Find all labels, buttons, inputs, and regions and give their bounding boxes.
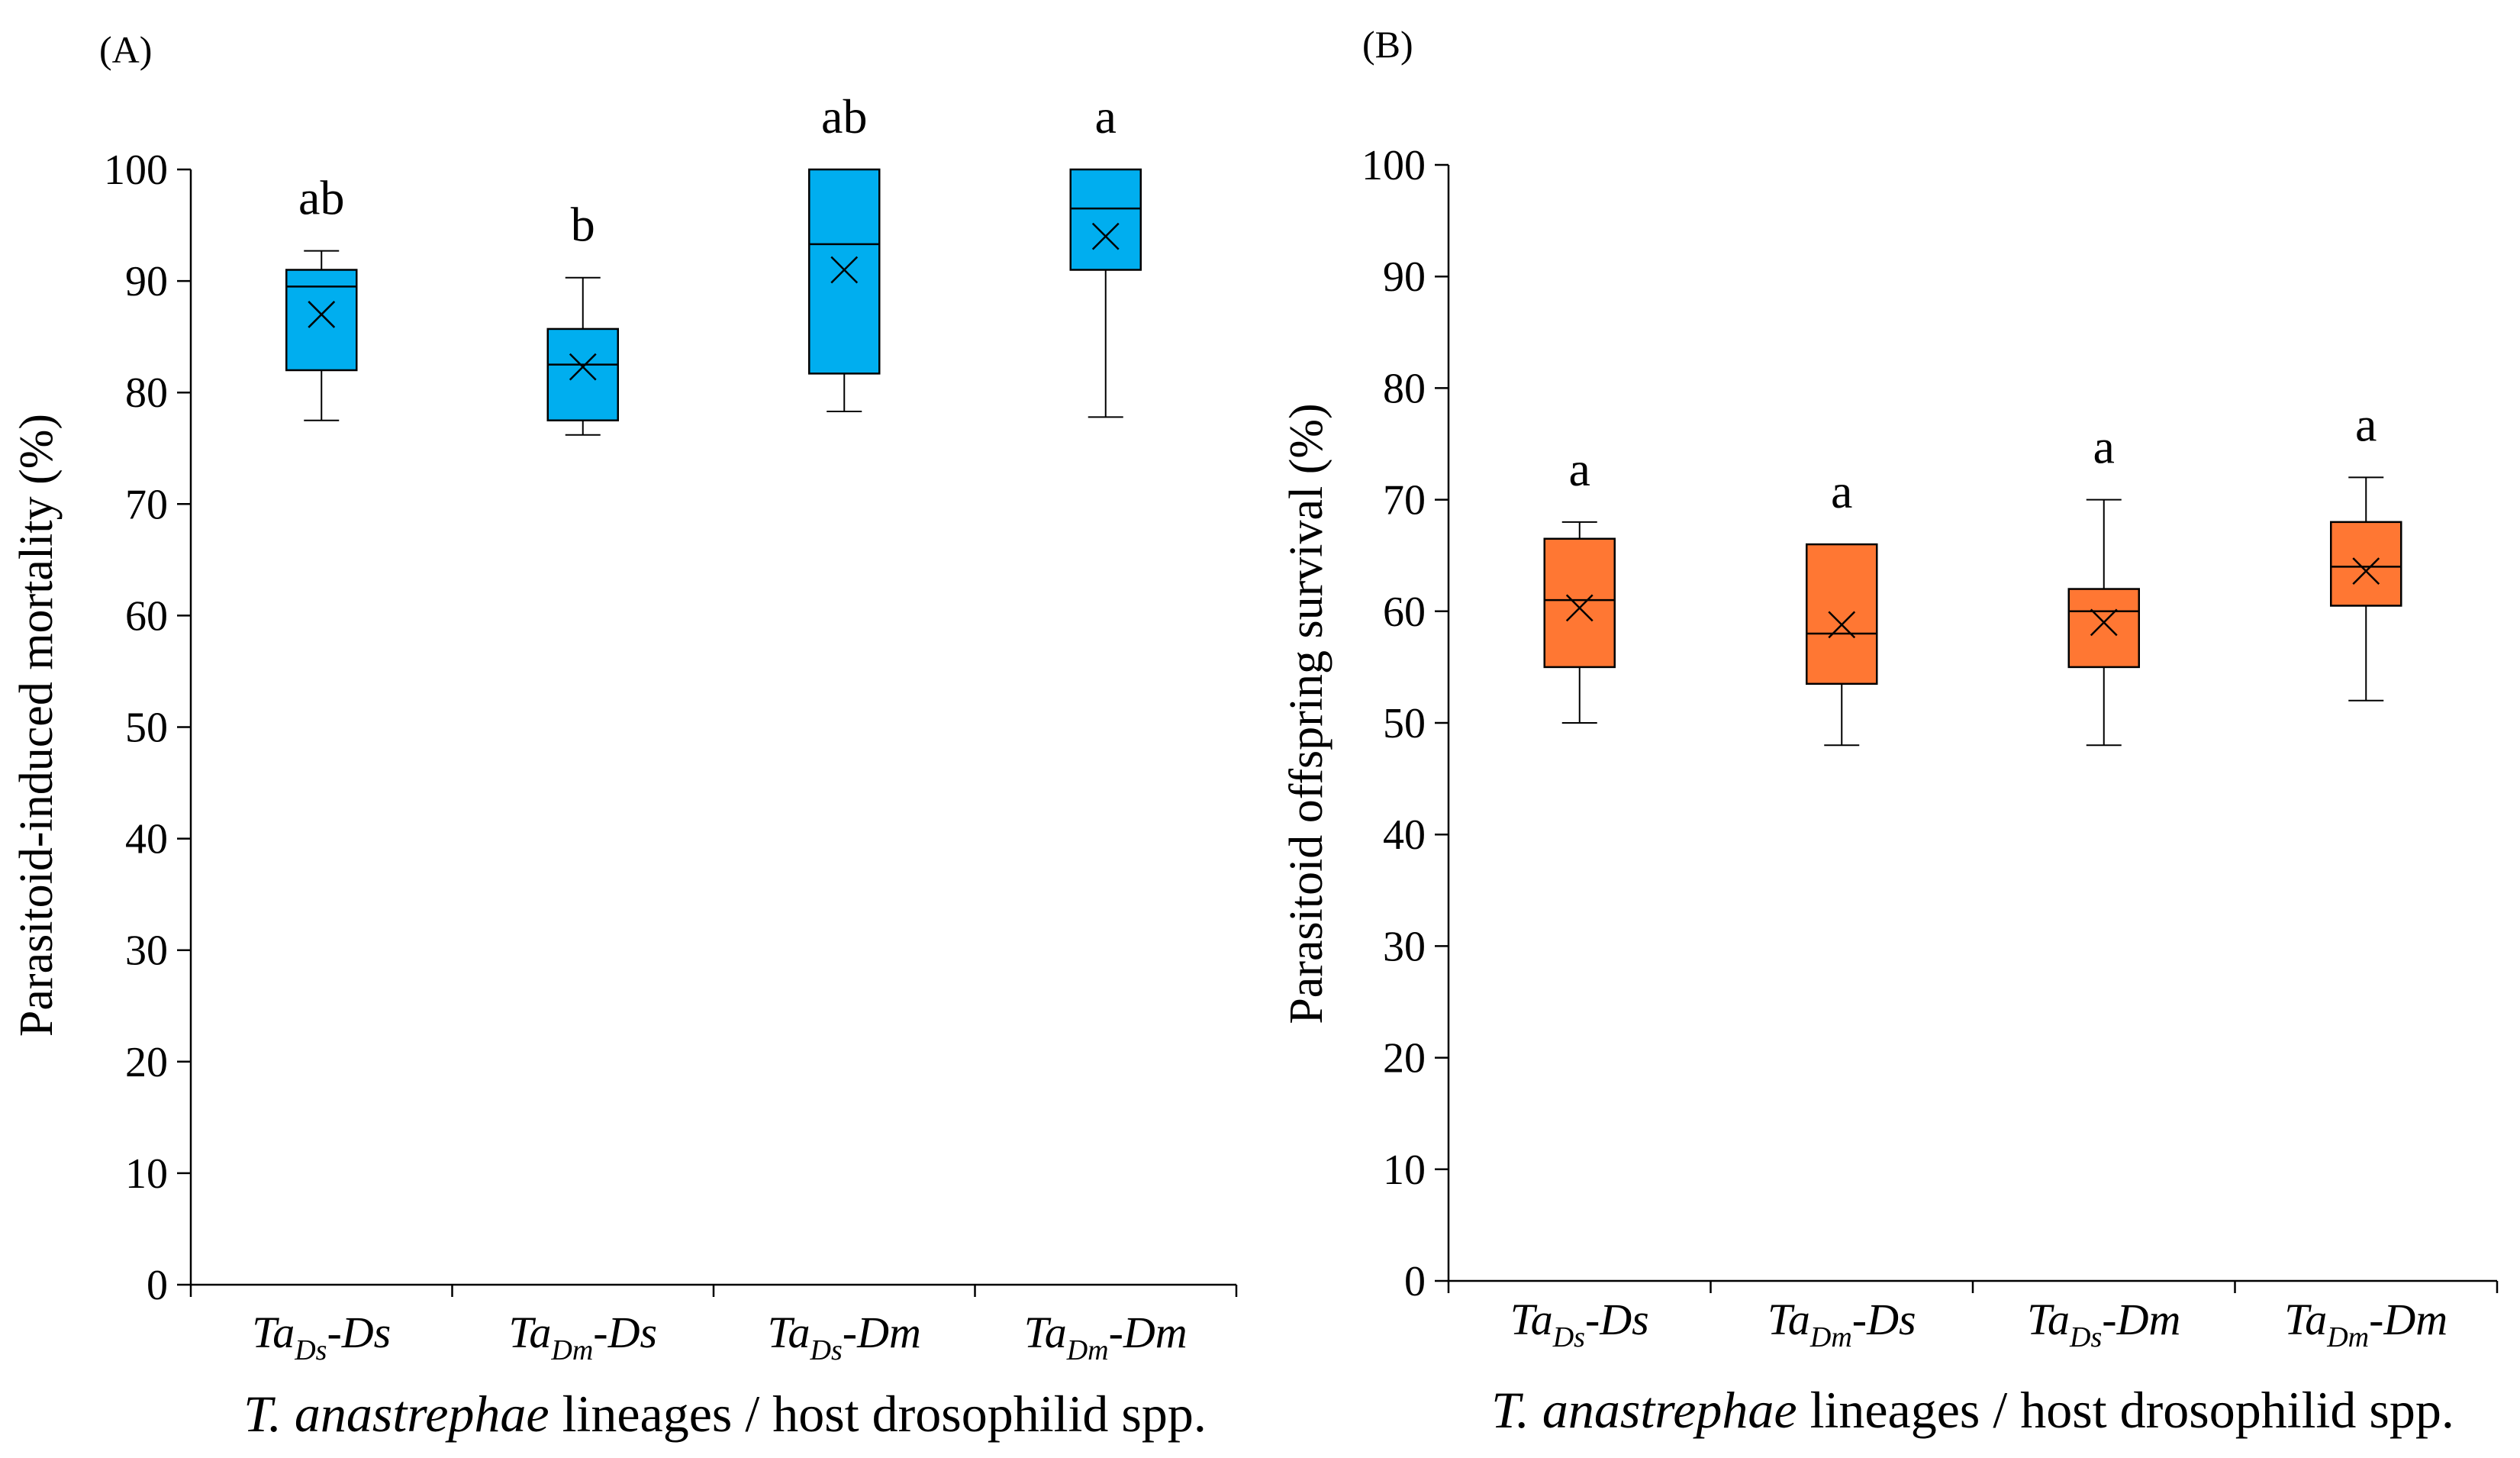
- y-axis-label: Parasitoid offspring survival (%): [1281, 403, 1333, 1024]
- category-lineage-subscript: Ds: [1552, 1321, 1585, 1353]
- category-genus: Ta: [2284, 1295, 2327, 1344]
- y-tick-label: 30: [1383, 923, 1426, 970]
- box-1: ab: [285, 171, 358, 421]
- x-category-label: TaDs-Ds: [1510, 1295, 1649, 1353]
- iqr-box: [1806, 543, 1878, 685]
- category-lineage-subscript: Ds: [294, 1334, 327, 1366]
- x-category-label: TaDs-Dm: [768, 1308, 921, 1366]
- significance-letter: a: [1831, 464, 1852, 518]
- significance-letter: ab: [298, 171, 344, 225]
- mean-marker: [2352, 557, 2380, 585]
- box-3: ab: [808, 89, 881, 413]
- category-genus: Ta: [252, 1308, 295, 1357]
- mean-marker: [830, 256, 859, 284]
- y-tick-label: 70: [1383, 477, 1426, 524]
- significance-letter: a: [1095, 89, 1117, 144]
- category-genus: Ta: [1510, 1295, 1553, 1344]
- y-tick-label: 30: [125, 927, 168, 975]
- category-host: -Ds: [1585, 1295, 1649, 1344]
- box-3: a: [2067, 420, 2140, 747]
- category-genus: Ta: [768, 1308, 810, 1357]
- y-tick-label: 20: [125, 1039, 168, 1086]
- x-axis-label-species: T. anastrephae: [1491, 1381, 1797, 1439]
- significance-letter: a: [1569, 442, 1590, 496]
- category-genus: Ta: [1024, 1308, 1067, 1357]
- x-category-label: TaDm-Dm: [1024, 1308, 1187, 1366]
- category-host: -Dm: [843, 1308, 921, 1357]
- mean-marker: [308, 301, 336, 328]
- category-lineage-subscript: Dm: [2326, 1321, 2369, 1353]
- y-tick-label: 80: [1383, 365, 1426, 412]
- mean-marker: [1565, 594, 1594, 622]
- box-1: a: [1543, 442, 1616, 724]
- x-category-label: TaDs-Ds: [252, 1308, 391, 1366]
- mean-marker: [569, 353, 597, 381]
- iqr-box: [1543, 537, 1616, 669]
- category-genus: Ta: [508, 1308, 551, 1357]
- y-tick-label: 90: [125, 258, 168, 305]
- category-lineage-subscript: Dm: [1809, 1321, 1852, 1353]
- y-tick-label: 10: [1383, 1147, 1426, 1194]
- iqr-box: [285, 269, 358, 372]
- y-tick-label: 90: [1383, 253, 1426, 301]
- category-lineage-subscript: Dm: [550, 1334, 593, 1366]
- category-lineage-subscript: Ds: [810, 1334, 843, 1366]
- significance-letter: a: [2355, 397, 2377, 451]
- category-host: -Ds: [1852, 1295, 1916, 1344]
- y-tick-label: 0: [147, 1262, 168, 1309]
- x-axis-label-species: T. anastrephae: [243, 1385, 549, 1443]
- y-tick-label: 60: [1383, 589, 1426, 636]
- y-tick-label: 100: [104, 147, 168, 194]
- iqr-box: [1069, 168, 1142, 271]
- box-4: a: [1069, 89, 1142, 418]
- y-tick-label: 70: [125, 481, 168, 528]
- y-tick-label: 100: [1362, 142, 1426, 189]
- category-genus: Ta: [1768, 1295, 1810, 1344]
- category-lineage-subscript: Ds: [2069, 1321, 2102, 1353]
- category-genus: Ta: [2027, 1295, 2070, 1344]
- significance-letter: b: [571, 198, 595, 252]
- panel-label: (A): [99, 28, 152, 71]
- box-4: a: [2330, 397, 2402, 702]
- y-tick-label: 20: [1383, 1035, 1426, 1082]
- iqr-box: [546, 327, 619, 421]
- mean-marker: [1828, 611, 1856, 639]
- y-tick-label: 40: [1383, 811, 1426, 859]
- y-tick-label: 0: [1404, 1258, 1426, 1305]
- iqr-box: [808, 168, 881, 375]
- x-axis-label-rest: lineages / host drosophilid spp.: [549, 1385, 1207, 1443]
- x-category-label: TaDs-Dm: [2027, 1295, 2180, 1353]
- category-host: -Dm: [1109, 1308, 1187, 1357]
- category-host: -Dm: [2369, 1295, 2447, 1344]
- panel-label: (B): [1362, 23, 1413, 66]
- box-2: a: [1806, 464, 1878, 747]
- iqr-box: [2067, 588, 2140, 669]
- mean-marker: [2090, 608, 2118, 637]
- y-tick-label: 80: [125, 369, 168, 417]
- significance-letter: a: [2093, 420, 2115, 474]
- y-tick-label: 50: [1383, 700, 1426, 747]
- mean-marker: [1091, 222, 1120, 250]
- x-category-label: TaDm-Dm: [2284, 1295, 2447, 1353]
- y-tick-label: 40: [125, 816, 168, 863]
- box-2: b: [546, 198, 619, 436]
- x-category-label: TaDm-Ds: [508, 1308, 657, 1366]
- significance-letter: ab: [821, 89, 867, 144]
- iqr-box: [2330, 521, 2402, 607]
- x-axis-label: T. anastrephae lineages / host drosophil…: [243, 1385, 1207, 1443]
- y-tick-label: 50: [125, 705, 168, 752]
- y-tick-label: 10: [125, 1150, 168, 1198]
- x-axis-label: T. anastrephae lineages / host drosophil…: [1491, 1381, 2454, 1439]
- category-lineage-subscript: Dm: [1066, 1334, 1109, 1366]
- y-tick-label: 60: [125, 592, 168, 640]
- y-axis-label: Parasitoid-induced mortality (%): [11, 414, 63, 1037]
- category-host: -Ds: [327, 1308, 391, 1357]
- category-host: -Dm: [2102, 1295, 2180, 1344]
- x-category-label: TaDm-Ds: [1768, 1295, 1916, 1353]
- category-host: -Ds: [593, 1308, 657, 1357]
- x-axis-label-rest: lineages / host drosophilid spp.: [1797, 1381, 2454, 1439]
